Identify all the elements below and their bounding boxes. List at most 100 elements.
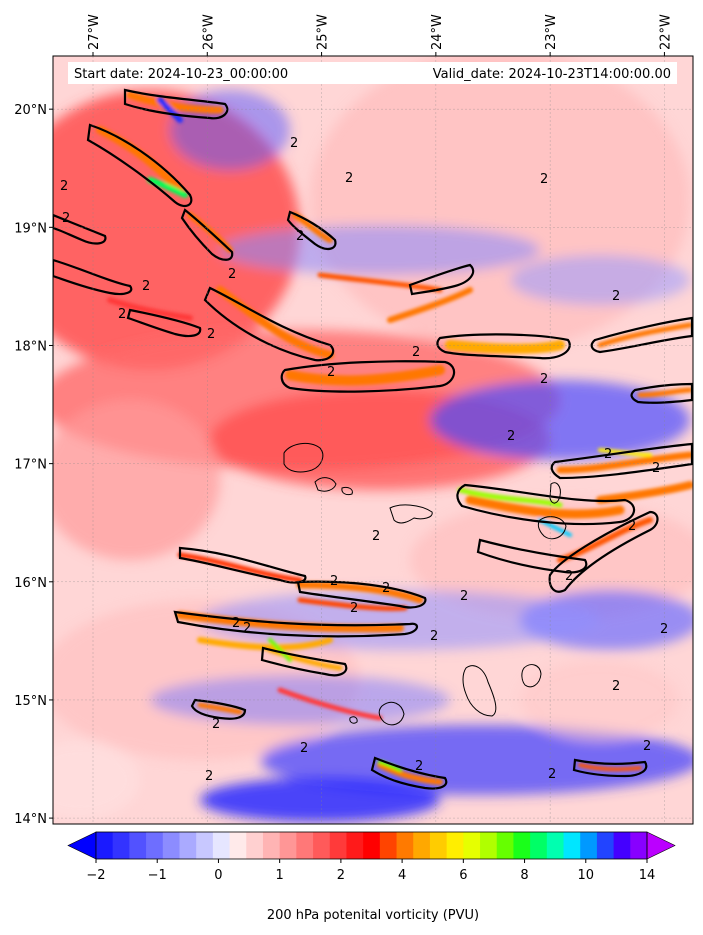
lat-tick-label: 14°N [14, 812, 47, 827]
colorbar-segment [446, 832, 464, 859]
lon-tick-label: 27°W [87, 14, 102, 50]
colorbar-segment [162, 832, 180, 859]
island-santo-antao [283, 442, 324, 473]
lat-tick-label: 19°N [14, 221, 47, 236]
contour-label: 2 [604, 447, 612, 462]
colorbar-tick-label: 2 [337, 868, 345, 883]
contour-label: 2 [330, 574, 338, 589]
contour-label: 2 [60, 179, 68, 194]
contour-label: 2 [652, 461, 660, 476]
colorbar-segment [596, 832, 615, 859]
contour-label: 2 [296, 229, 304, 244]
colorbar-segment [246, 832, 264, 859]
contour-label: 2 [412, 345, 420, 360]
info-box [68, 62, 677, 84]
island-boa-vista [537, 516, 567, 540]
lat-tick-label: 16°N [14, 576, 47, 591]
lon-axis: 27°W 26°W 25°W 24°W 23°W 22°W [87, 14, 673, 56]
colorbar-segment [379, 832, 398, 859]
colorbar-segment [346, 832, 364, 859]
lat-tick-label: 17°N [14, 458, 47, 473]
colorbar-extend-low [67, 831, 97, 860]
colorbar-segment [296, 832, 314, 859]
contour-label: 2 [507, 429, 515, 444]
colorbar-tick-label: −1 [148, 868, 167, 883]
contour-label: 2 [612, 289, 620, 304]
colorbar-segment [129, 832, 147, 859]
colorbar-segment [530, 832, 548, 859]
contour-label: 2 [300, 741, 308, 756]
contour-label: 2 [62, 211, 70, 226]
lat-tick-label: 15°N [14, 694, 47, 709]
contour-label: 2 [565, 569, 573, 584]
lon-tick-label: 26°W [201, 14, 216, 50]
lon-tick-label: 22°W [658, 14, 673, 50]
plot-frame [52, 55, 694, 825]
lat-axis: 20°N 19°N 18°N 17°N 16°N 15°N 14°N [14, 103, 53, 827]
colorbar-segment [413, 832, 431, 859]
colorbar-title: 200 hPa potenital vorticity (PVU) [267, 908, 479, 923]
lat-tick-label: 18°N [14, 339, 47, 354]
colorbar-tick-label: −2 [86, 868, 105, 883]
colorbar-segment [480, 832, 498, 859]
island-sao-vicente [314, 477, 337, 492]
contour-label: 2 [372, 529, 380, 544]
colorbar-frame [95, 831, 648, 860]
contour-label: 2 [430, 629, 438, 644]
contour-label: 2 [232, 616, 240, 631]
contour-label: 2 [228, 267, 236, 282]
colorbar-segment [229, 832, 247, 859]
colorbar-extend-high [646, 831, 676, 860]
colorbar-tick-label: 14 [639, 868, 656, 883]
colorbar-segment [563, 832, 581, 859]
colorbar-segment [396, 832, 414, 859]
contour-label: 2 [415, 759, 423, 774]
colorbar-tick-label: 0 [214, 868, 222, 883]
colorbar-segment [313, 832, 331, 859]
colorbar-tick-label: 4 [398, 868, 406, 883]
coastlines [283, 442, 567, 726]
contour-label: 2 [628, 519, 636, 534]
island-sal [549, 482, 561, 504]
colorbar-segment [196, 832, 214, 859]
colorbar-tick-label: 8 [520, 868, 528, 883]
colorbar-segment [613, 832, 631, 859]
pv-contours [53, 88, 693, 790]
pv-field [53, 56, 693, 824]
contour-label: 2 [290, 136, 298, 151]
island-sao-nicolau [389, 504, 433, 524]
colorbar-segment [329, 832, 347, 859]
contour-label: 2 [243, 621, 251, 636]
contour-label: 2 [660, 622, 668, 637]
contour-label: 2 [382, 581, 390, 596]
colorbar-segment [179, 832, 197, 859]
colorbar-tick-label: 6 [459, 868, 467, 883]
colorbar-segment [146, 832, 164, 859]
colorbar-segment [363, 832, 381, 859]
colorbar-segment [546, 832, 565, 859]
contour-labels: 2 2 2 2 2 2 2 2 2 2 2 2 2 2 2 2 2 2 2 2 2 2 2 2 2 2 2 2 2 2 2 2 2 2 2 [60, 136, 668, 784]
contour-label: 2 [540, 372, 548, 387]
contour-label: 2 [207, 327, 215, 342]
colorbar-segment [279, 832, 297, 859]
contour-label: 2 [460, 589, 468, 604]
colorbar-segment [513, 832, 531, 859]
colorbar-segment [463, 832, 481, 859]
contour-label: 2 [212, 717, 220, 732]
contour-label: 2 [540, 172, 548, 187]
colorbar-tick-label: 10 [578, 868, 595, 883]
contour-label: 2 [205, 769, 213, 784]
colorbar-segment [262, 832, 281, 859]
colorbar-segment [212, 832, 231, 859]
colorbar: −2 −1 0 1 2 4 6 8 10 14 [67, 831, 676, 883]
contour-label: 2 [548, 767, 556, 782]
valid-date-label: Valid_date: 2024-10-23T14:00:00.00 [433, 67, 671, 82]
island-santiago [462, 665, 497, 717]
colorbar-segment [429, 832, 448, 859]
island-santa-luzia [341, 486, 353, 496]
colorbar-tick-label: 1 [276, 868, 284, 883]
island-maio [521, 664, 542, 688]
colorbar-segment [496, 832, 514, 859]
contour-label: 2 [327, 365, 335, 380]
contour-label: 2 [142, 279, 150, 294]
